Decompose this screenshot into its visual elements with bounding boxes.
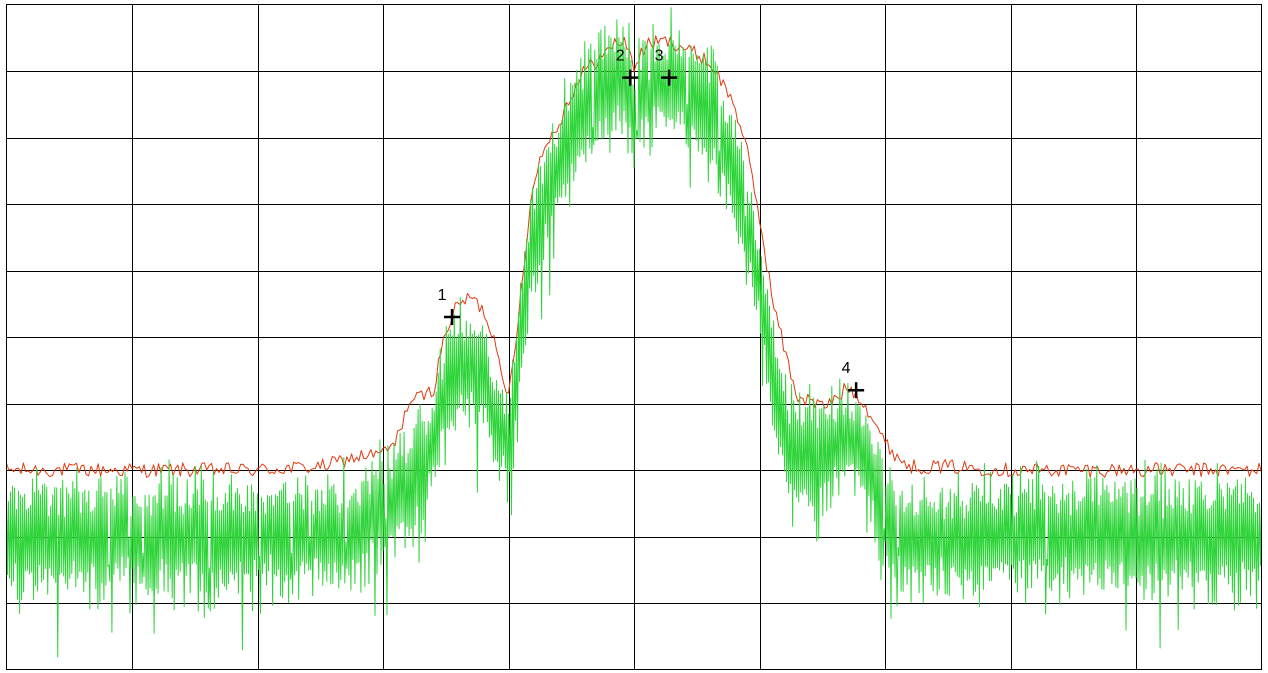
- grid: [6, 4, 1262, 670]
- marker-2: 2: [616, 48, 639, 86]
- marker-label: 4: [842, 360, 851, 377]
- markers: 1 2 3 4: [438, 48, 865, 399]
- clear-write-trace: [6, 7, 1262, 658]
- marker-1: 1: [438, 287, 461, 326]
- plot-frame: [6, 4, 1262, 670]
- marker-label: 3: [655, 48, 664, 65]
- marker-3: 3: [655, 48, 678, 86]
- marker-label: 1: [438, 287, 447, 304]
- max-hold-trace: [6, 35, 1262, 478]
- marker-label: 2: [616, 48, 625, 65]
- marker-4: 4: [842, 360, 865, 399]
- traces: [6, 7, 1262, 658]
